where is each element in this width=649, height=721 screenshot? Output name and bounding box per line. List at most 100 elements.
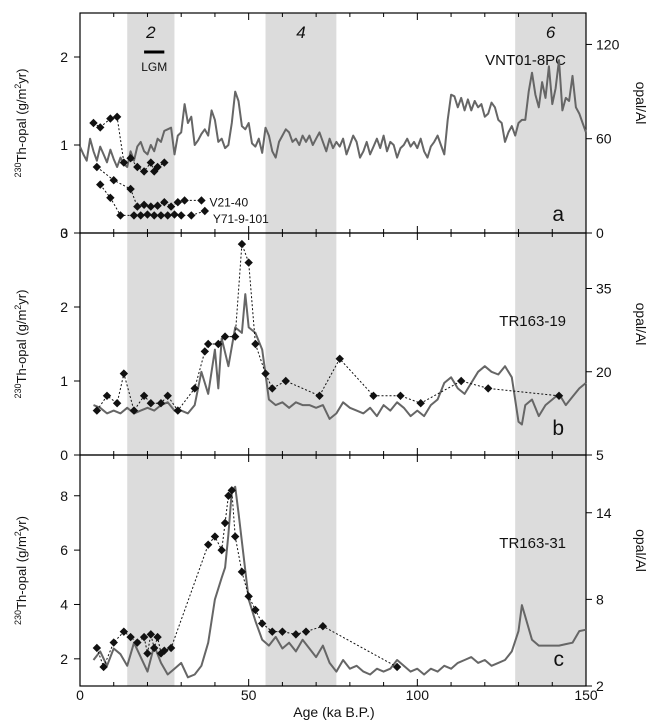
- core-label: TR163-19: [499, 313, 566, 330]
- th-opal-point: [156, 211, 166, 220]
- series-name-label: Y71-9-101: [213, 212, 269, 226]
- th-opal-point: [456, 376, 466, 386]
- th-opal-point: [237, 567, 247, 577]
- th-opal-point: [143, 649, 152, 658]
- panel-letter: a: [552, 203, 564, 226]
- shade-interval-6: [515, 13, 586, 686]
- th-opal-point: [163, 211, 172, 220]
- right-tick-label: 20: [596, 364, 612, 380]
- th-opal-point: [136, 211, 145, 220]
- th-opal-point: [126, 154, 135, 163]
- th-opal-point: [315, 391, 324, 400]
- th-opal-point: [170, 210, 179, 219]
- th-opal-point: [166, 643, 176, 653]
- left-tick-label: 3: [60, 225, 68, 241]
- th-opal-point: [150, 643, 159, 653]
- right-axis-label: opal/Al: [633, 529, 649, 572]
- th-opal-point: [197, 196, 206, 205]
- th-opal-point: [116, 211, 125, 220]
- th-opal-point: [119, 369, 129, 378]
- th-opal-point: [187, 211, 196, 220]
- th-opal-point: [89, 118, 98, 128]
- x-tick-label: 50: [241, 687, 257, 703]
- left-tick-label: 0: [60, 225, 68, 241]
- th-opal-point: [146, 202, 156, 211]
- th-opal-point: [203, 540, 213, 549]
- th-opal-point: [244, 258, 253, 267]
- th-opal-point: [392, 662, 402, 672]
- th-opal-point: [230, 532, 240, 541]
- th-opal-point: [129, 406, 139, 415]
- th-opal-point: [173, 406, 183, 415]
- x-axis: Age (ka B.P.) 0 50 100 150: [76, 687, 598, 720]
- th-opal-point: [217, 545, 226, 555]
- th-opal-point: [227, 486, 236, 495]
- th-opal-point: [92, 406, 102, 415]
- th-opal-point: [210, 532, 220, 541]
- th-opal-point: [160, 158, 169, 167]
- th-opal-point: [278, 627, 287, 636]
- th-opal-point: [96, 123, 105, 132]
- th-opal-point: [291, 630, 301, 639]
- opal-al-line: [79, 59, 587, 168]
- th-opal-point: [139, 200, 149, 210]
- th-opal-point: [416, 399, 425, 408]
- th-opal-point: [335, 354, 344, 363]
- shaded-intervals: 2 4 6 LGM: [127, 13, 586, 686]
- th-opal-point: [150, 211, 159, 220]
- th-opal-point: [180, 196, 189, 205]
- left-tick-label: 0: [60, 447, 68, 463]
- right-axis-label: opal/Al: [633, 82, 649, 125]
- th-opal-point: [106, 193, 115, 202]
- left-tick-label: 2: [60, 651, 68, 667]
- panel-letter: b: [552, 417, 564, 440]
- th-opal-point: [146, 630, 156, 639]
- th-opal-point: [112, 112, 122, 122]
- th-opal-point: [244, 592, 253, 601]
- th-opal-point: [261, 369, 270, 378]
- th-opal-point: [220, 518, 230, 528]
- th-opal-point: [318, 622, 328, 631]
- th-opal-dotted-line: [96, 243, 560, 412]
- th-opal-point: [92, 643, 102, 653]
- x-tick-label: 100: [406, 687, 430, 703]
- th-opal-point: [126, 632, 135, 642]
- th-opal-point: [119, 627, 129, 636]
- right-tick-label: 60: [596, 131, 612, 147]
- series-name-label: V21-40: [209, 195, 248, 209]
- left-axis-label: 230Th-opal (g/m2yr): [13, 69, 29, 178]
- right-tick-label: 0: [596, 225, 604, 241]
- stage-label-4: 4: [296, 23, 305, 42]
- th-opal-point: [106, 114, 115, 123]
- th-opal-point: [156, 399, 166, 408]
- core-label: TR163-31: [499, 535, 566, 552]
- th-opal-point: [251, 339, 260, 349]
- th-opal-point: [251, 605, 260, 615]
- th-opal-point: [92, 162, 102, 172]
- th-opal-point: [166, 202, 176, 211]
- right-tick-label: 2: [596, 678, 604, 694]
- th-opal-point: [224, 491, 233, 500]
- th-opal-point: [268, 627, 277, 636]
- th-opal-point: [177, 211, 186, 220]
- th-opal-point: [160, 646, 169, 655]
- th-opal-point: [139, 167, 149, 176]
- right-tick-label: 120: [596, 36, 620, 52]
- right-tick-label: 8: [596, 591, 604, 607]
- left-tick-label: 6: [60, 542, 68, 558]
- th-opal-point: [119, 158, 129, 167]
- th-opal-point: [369, 391, 378, 400]
- th-opal-point: [146, 158, 156, 167]
- right-tick-label: 5: [596, 447, 604, 463]
- th-opal-point: [203, 339, 213, 349]
- th-opal-point: [237, 239, 247, 249]
- left-axis-label: 230Th-opal (g/m2yr): [13, 290, 29, 399]
- th-opal-point: [99, 662, 108, 672]
- stage-label-2: 2: [145, 23, 156, 42]
- th-opal-point: [230, 332, 240, 341]
- stage-label-6: 6: [546, 23, 556, 42]
- left-tick-label: 2: [60, 299, 68, 315]
